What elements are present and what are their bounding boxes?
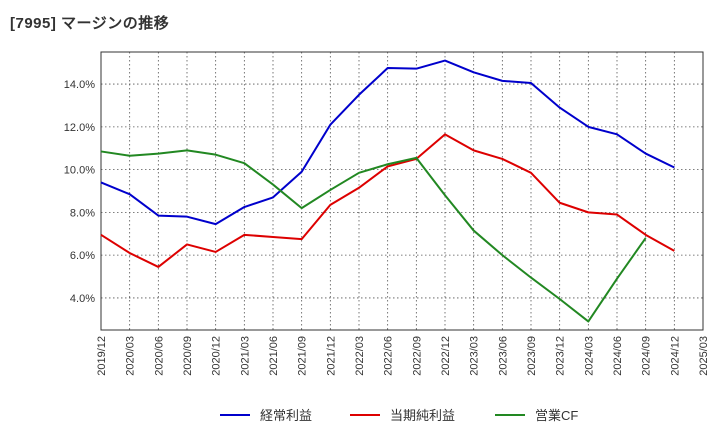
x-tick-label: 2020/03 — [125, 336, 137, 376]
y-tick-label: 14.0% — [64, 79, 95, 91]
series-line — [100, 133, 675, 268]
x-tick-label: 2022/12 — [440, 336, 452, 376]
x-tick-label: 2021/12 — [325, 336, 337, 376]
x-tick-label: 2021/06 — [268, 336, 280, 376]
grid-lines — [101, 52, 703, 330]
y-tick-label: 6.0% — [70, 250, 95, 262]
legend-label: 当期純利益 — [390, 408, 455, 423]
x-tick-label: 2023/12 — [555, 336, 567, 376]
x-tick-label: 2021/09 — [297, 336, 309, 376]
series-line — [100, 149, 647, 323]
x-tick-label: 2024/06 — [612, 336, 624, 376]
legend: 経常利益 当期純利益 営業CF — [220, 408, 578, 423]
x-tick-label: 2022/09 — [411, 336, 423, 376]
x-tick-label: 2024/03 — [583, 336, 595, 376]
x-tick-label: 2021/03 — [239, 336, 251, 376]
legend-label: 営業CF — [535, 408, 578, 423]
legend-label: 経常利益 — [260, 408, 312, 423]
x-tick-label: 2023/03 — [469, 336, 481, 376]
x-tick-label: 2020/09 — [182, 336, 194, 376]
chart-title: [7995] マージンの推移 — [10, 15, 170, 32]
axes: 4.0% 6.0% 8.0% 10.0% 12.0% 14.0% 2019/12 2020/0… — [64, 51, 710, 376]
x-tick-label: 2024/09 — [641, 336, 653, 376]
series-lines — [100, 59, 675, 323]
series-line — [100, 59, 675, 226]
x-tick-label: 2023/09 — [526, 336, 538, 376]
y-tick-label: 4.0% — [70, 293, 95, 305]
x-tick-label: 2022/03 — [354, 336, 366, 376]
x-tick-label: 2023/06 — [497, 336, 509, 376]
x-tick-label: 2024/12 — [669, 336, 681, 376]
plot-frame — [100, 51, 704, 331]
x-tick-label: 2020/12 — [211, 336, 223, 376]
y-tick-label: 12.0% — [64, 122, 95, 134]
y-tick-label: 10.0% — [64, 165, 95, 177]
x-tick-label: 2025/03 — [698, 336, 710, 376]
x-tick-label: 2019/12 — [96, 336, 108, 376]
x-tick-label: 2022/06 — [383, 336, 395, 376]
x-tick-label: 2020/06 — [153, 336, 165, 376]
y-tick-label: 8.0% — [70, 207, 95, 219]
